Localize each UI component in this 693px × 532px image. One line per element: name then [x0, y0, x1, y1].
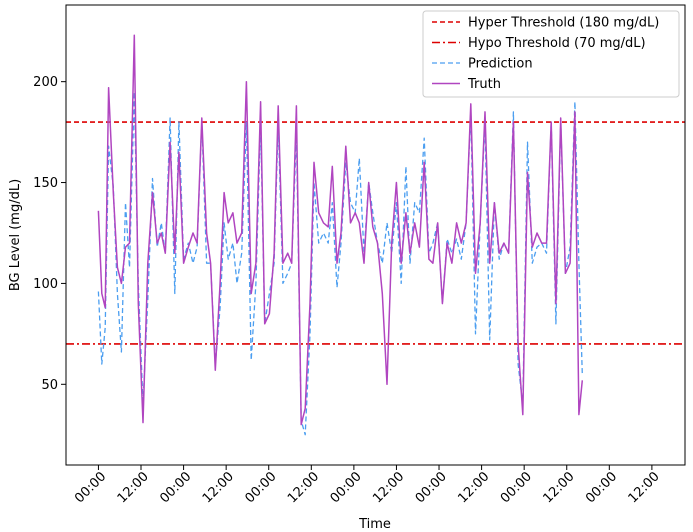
y-tick-label: 150: [33, 176, 58, 191]
plot-frame: [65, 4, 686, 466]
legend-entry: Hypo Threshold (70 mg/dL): [468, 36, 646, 51]
legend-entry: Hyper Threshold (180 mg/dL): [468, 16, 659, 31]
legend-entry: Truth: [467, 77, 501, 92]
legend-entry: Prediction: [468, 57, 533, 72]
y-tick-label: 50: [41, 378, 58, 393]
y-tick-label: 200: [33, 75, 58, 90]
legend-box: [422, 10, 680, 98]
y-tick-label: 100: [33, 277, 58, 292]
x-axis-label: Time: [358, 517, 391, 532]
legend: Hyper Threshold (180 mg/dL) Hypo Threshol…: [422, 10, 680, 98]
plot-area: [66, 34, 685, 436]
series-line-truth: [97, 34, 584, 426]
y-axis-label: BG Level (mg/dL): [8, 179, 23, 291]
